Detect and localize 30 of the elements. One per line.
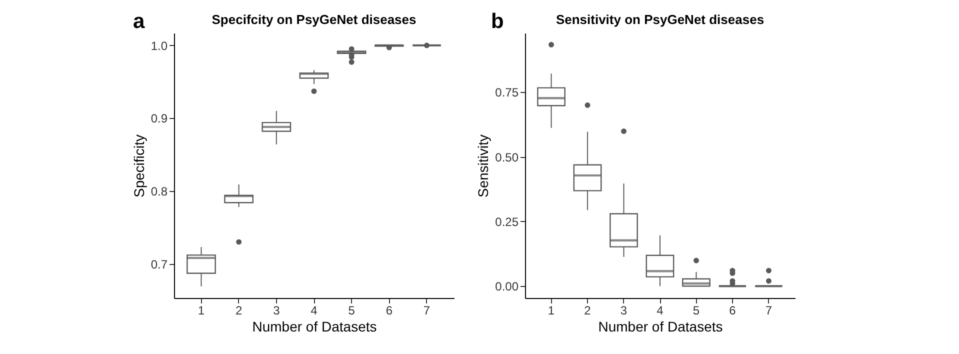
chart-title: Sensitivity on PsyGeNet diseases: [556, 12, 764, 27]
x-tick-label: 3: [620, 304, 628, 318]
x-tick-label: 2: [235, 304, 242, 318]
y-tick-label: 0.7: [150, 257, 168, 272]
y-tick-label: 0.9: [150, 112, 168, 126]
x-tick-label: 4: [310, 304, 318, 318]
y-tick-label: 0.00: [495, 280, 519, 294]
x-tick-label: 4: [656, 304, 664, 318]
x-tick-label: 5: [692, 304, 700, 318]
y-tick-label: 0.8: [150, 184, 168, 198]
x-tick-label: 3: [273, 304, 280, 318]
x-tick-label: 7: [423, 304, 430, 318]
y-axis-title: Specificity: [130, 134, 147, 198]
x-tick-label: 1: [548, 304, 555, 318]
x-tick-label: 7: [765, 304, 772, 318]
y-tick-label: 1.0: [150, 38, 168, 53]
text: b: [491, 10, 504, 34]
x-tick-label: 2: [584, 304, 592, 318]
x-tick-label: 6: [729, 304, 736, 318]
chart-title: Specifcity on PsyGeNet diseases: [212, 12, 416, 27]
x-axis-title: Number of Datasets: [598, 318, 723, 334]
y-tick-label: 0.50: [495, 150, 519, 164]
x-axis-title: Number of Datasets: [252, 318, 377, 334]
y-tick-label: 0.25: [495, 214, 519, 229]
text: a: [133, 10, 145, 34]
x-tick-label: 5: [348, 304, 356, 318]
y-axis-title: Sensitivity: [475, 134, 492, 198]
x-tick-label: 1: [198, 304, 205, 318]
y-tick-label: 0.75: [495, 86, 519, 100]
x-tick-label: 6: [386, 304, 393, 318]
